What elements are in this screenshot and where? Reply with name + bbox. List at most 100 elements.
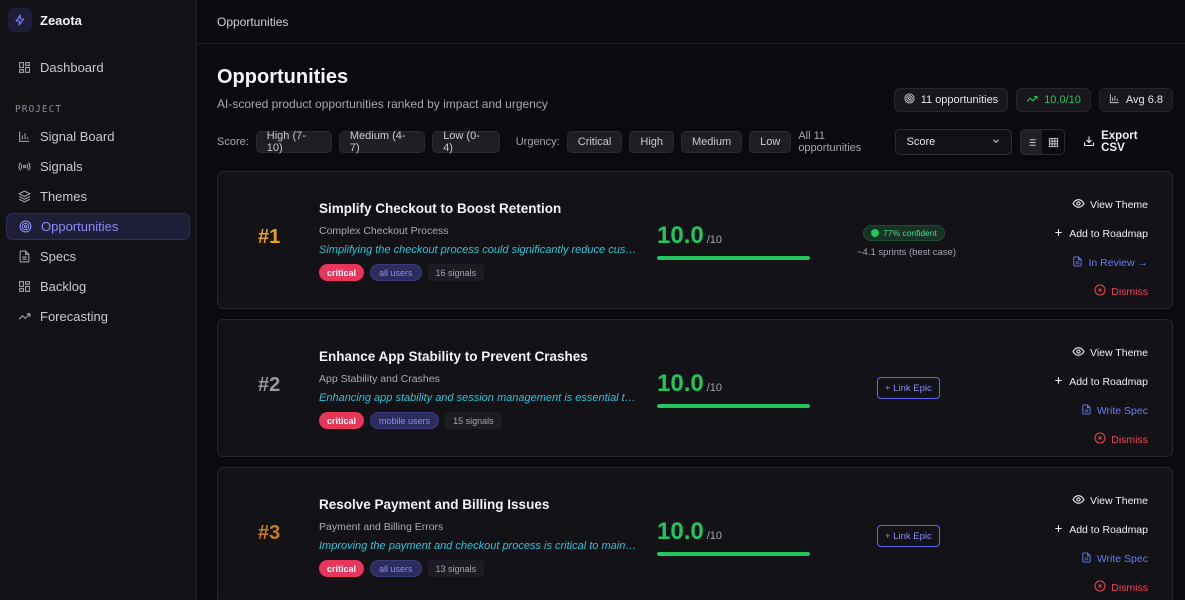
view-theme-button[interactable]: View Theme [1072,486,1148,515]
score-bar-fill [657,256,810,260]
urgency-filter-label: Urgency: [515,136,560,148]
signal-count: 15 signals [445,412,502,429]
write-spec-button[interactable]: Write Spec [1081,396,1148,425]
sidebar-item-themes[interactable]: Themes [6,183,190,210]
opportunity-list: #1 Simplify Checkout to Boost Retention … [217,171,1173,600]
sidebar-item-label: Dashboard [40,60,104,75]
sidebar-item-backlog[interactable]: Backlog [6,273,190,300]
stat-top-label: 10.0/10 [1044,94,1081,106]
score: 10.0 /10 [657,370,722,398]
dismiss-button[interactable]: Dismiss [1094,573,1148,600]
opportunity-card[interactable]: #1 Simplify Checkout to Boost Retention … [217,171,1173,309]
page-subtitle: AI-scored product opportunities ranked b… [217,97,548,111]
chip-score-high[interactable]: High (7-10) [255,130,332,154]
sidebar-item-specs[interactable]: Specs [6,243,190,270]
add-to-roadmap-button[interactable]: Add to Roadmap [1053,367,1148,396]
in-review-label: In Review → [1088,256,1148,269]
sidebar-item-signal-board[interactable]: Signal Board [6,123,190,150]
grid-view-icon[interactable] [1042,130,1064,154]
chip-urgency-low[interactable]: Low [749,131,792,153]
sidebar-item-label: Signals [40,159,83,174]
radio-icon [17,160,31,174]
sidebar-item-label: Backlog [40,279,87,294]
export-csv-label: Export CSV [1101,130,1138,154]
layers-icon [17,190,31,204]
score: 10.0 /10 [657,518,722,546]
grid-icon [17,61,31,75]
opportunity-card[interactable]: #2 Enhance App Stability to Prevent Cras… [217,319,1173,457]
trend-icon [17,310,31,324]
dismiss-label: Dismiss [1111,433,1148,446]
filter-bar: Score: High (7-10) Medium (4-7) Low (0-4… [217,129,1173,155]
chevron-down-icon [991,136,1001,149]
score-bar [657,404,810,408]
sidebar-item-forecasting[interactable]: Forecasting [6,303,190,330]
chip-urgency-medium[interactable]: Medium [681,131,743,153]
link-epic-button[interactable]: + Link Epic [877,525,940,547]
export-csv-button[interactable]: Export CSV [1083,130,1163,154]
opportunity-theme: Payment and Billing Errors [319,521,444,533]
add-to-roadmap-label: Add to Roadmap [1069,523,1148,536]
rank: #3 [258,522,281,544]
view-theme-button[interactable]: View Theme [1072,338,1148,367]
opportunity-description: Enhancing app stability and session mana… [319,392,637,404]
lightning-icon [8,8,32,32]
chip-score-low[interactable]: Low (0-4) [432,130,500,154]
chip-urgency-critical[interactable]: Critical [566,131,623,153]
opportunity-theme: Complex Checkout Process [319,225,449,237]
bar-chart-icon [1109,93,1120,107]
score-value: 10.0 [657,222,704,249]
chip-urgency-high[interactable]: High [629,131,674,153]
bar-chart-icon [17,130,31,144]
sidebar-item-label: Specs [40,249,77,264]
add-to-roadmap-label: Add to Roadmap [1069,375,1148,388]
score-bar-fill [657,552,810,556]
write-spec-button[interactable]: Write Spec [1081,544,1148,573]
list-view-icon[interactable] [1020,130,1043,154]
add-to-roadmap-button[interactable]: Add to Roadmap [1053,515,1148,544]
page-title: Opportunities [217,66,349,88]
sidebar-item-dashboard[interactable]: Dashboard [6,54,190,81]
brand-name: Zeaota [40,12,82,28]
sidebar-item-signals[interactable]: Signals [6,153,190,180]
urgency-badge: critical [319,412,365,429]
opportunity-description: Improving the payment and checkout proce… [319,540,637,552]
brand[interactable]: Zeaota [0,0,196,40]
score-bar [657,256,810,260]
chip-score-medium[interactable]: Medium (4-7) [338,130,426,154]
opportunity-card[interactable]: #3 Resolve Payment and Billing Issues Pa… [217,467,1173,600]
eta: ~4.1 sprints (best case) [857,247,957,258]
urgency-badge: critical [319,560,365,577]
link-epic-button[interactable]: + Link Epic [877,377,940,399]
in-review-link[interactable]: In Review → [1072,248,1148,277]
opportunity-theme: App Stability and Crashes [319,373,440,385]
sidebar: Zeaota Dashboard PROJECT Signal Board [0,0,197,600]
write-spec-label: Write Spec [1096,404,1148,417]
confidence-label: 77% confident [883,228,937,238]
opportunity-title[interactable]: Resolve Payment and Billing Issues [319,497,550,512]
x-circle-icon [1094,284,1106,299]
sort-select[interactable]: Score [895,129,1012,155]
view-theme-label: View Theme [1090,494,1148,507]
dismiss-button[interactable]: Dismiss [1094,425,1148,454]
add-to-roadmap-button[interactable]: Add to Roadmap [1053,219,1148,248]
opportunity-title[interactable]: Simplify Checkout to Boost Retention [319,201,562,216]
document-icon [17,250,31,264]
stat-average: Avg 6.8 [1098,88,1173,112]
view-theme-label: View Theme [1090,198,1148,211]
view-theme-button[interactable]: View Theme [1072,190,1148,219]
write-spec-label: Write Spec [1096,552,1148,565]
eye-icon [1072,493,1085,509]
dismiss-label: Dismiss [1111,285,1148,298]
rank: #2 [258,374,281,396]
add-to-roadmap-label: Add to Roadmap [1069,227,1148,240]
sidebar-item-opportunities[interactable]: Opportunities [6,213,190,240]
sidebar-item-label: Forecasting [40,309,108,324]
opportunity-title[interactable]: Enhance App Stability to Prevent Crashes [319,349,588,364]
sidebar-item-label: Opportunities [41,219,119,234]
rank: #1 [258,226,281,248]
plus-icon [1053,375,1064,389]
dismiss-button[interactable]: Dismiss [1094,277,1148,306]
download-icon [1083,135,1095,150]
view-theme-label: View Theme [1090,346,1148,359]
